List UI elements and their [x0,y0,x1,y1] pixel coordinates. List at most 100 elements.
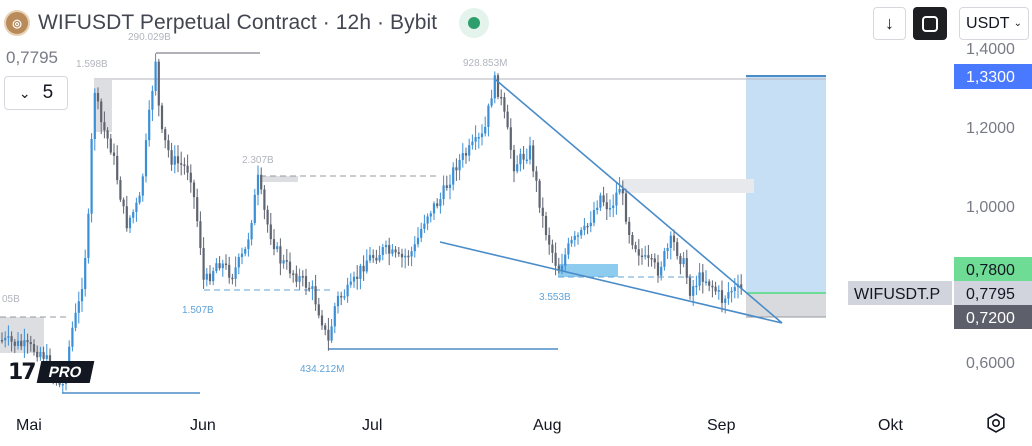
candle-body [618,188,621,193]
candle-body [573,235,576,240]
candle-body [157,61,160,106]
candle-body [720,290,724,303]
candle-body [461,153,464,160]
candle-body [247,239,250,250]
candle-body [141,176,144,196]
download-button[interactable]: ↓ [873,7,906,40]
candle-body [132,211,135,218]
stop-zone [746,293,826,317]
candle-body [455,167,458,171]
candle-body [468,145,471,156]
volume-label: 434.212M [300,364,344,375]
candle-body [74,312,77,328]
candle-body [224,263,228,266]
candle-body [679,256,682,265]
candle-body [122,199,125,207]
candle-body [695,285,698,288]
candle-body [231,277,234,280]
candle-body [96,92,100,102]
candle-body [663,251,666,267]
price-tag-entry [954,257,1032,281]
candle-body [407,255,410,258]
candle-body [29,342,32,345]
candle-body [336,295,340,307]
candle-body [176,156,180,164]
candle-body [77,301,80,313]
candle-body [564,254,567,266]
candle-body [288,261,292,274]
candle-body [666,248,669,252]
candle-body [596,207,599,211]
volume-label: 928.853M [463,58,507,69]
candle-body [32,344,36,352]
chart-title: WIFUSDT Perpetual Contract · 12h · Bybit [38,11,438,34]
settings-button[interactable] [983,410,1009,436]
candle-body [36,351,39,358]
wif-coin-icon: ◎ [4,10,30,36]
candle-body [576,235,580,237]
candle-body [16,340,20,346]
candle-body [445,185,448,188]
candle-body [624,193,628,222]
price-tag-stop [954,305,1032,329]
candle-body [112,152,116,156]
candle-body [90,139,93,214]
candle-body [61,383,64,386]
x-tick-label: Mai [16,417,42,434]
candle-body [730,290,733,293]
candle-body [544,215,548,236]
candle-body [128,217,132,229]
candle-body [340,295,343,298]
candle-body [151,90,154,110]
volume-label: 290.029B [128,32,171,43]
candle-body [532,145,535,172]
x-tick-label: Aug [533,417,561,434]
candle-body [493,75,496,99]
candle-body [292,273,295,275]
candle-body [279,246,282,264]
candle-body [708,281,711,286]
candle-body [426,216,429,224]
candle-body [208,273,212,282]
candle-body [714,286,717,292]
candle-body [416,237,420,245]
candle-body [314,286,317,305]
candle-body [522,153,525,160]
candle-body [429,213,432,217]
candle-body [343,296,346,298]
candle-body [103,122,106,131]
price-tag-target [954,64,1032,89]
candle-body [436,203,439,207]
candle-body [500,96,503,99]
candle-body [39,352,42,358]
candle-body [234,267,237,279]
candle-body [503,97,506,112]
volume-label: 2.307B [242,155,274,166]
candle-body [359,265,362,279]
candle-body [93,92,96,140]
fullscreen-button[interactable] [913,7,947,40]
x-tick-label: Okt [878,417,903,434]
price-tag-last [954,281,1032,305]
interval-selector[interactable]: ⌄ 5 [4,76,68,110]
volume-zone [260,176,298,182]
candle-body [135,202,138,212]
currency-selector[interactable]: USDT ⌄ [959,7,1029,40]
candle-body [330,326,333,341]
candle-body [727,292,730,299]
candle-body [605,202,608,210]
x-tick-label: Sep [707,417,736,434]
candle-body [378,254,381,261]
candle-body [205,273,208,280]
price-tag-entry-text: 0,7800 [966,262,1015,279]
wedge-lower-line [439,241,783,324]
candle-body [560,265,564,271]
volume-zone [622,179,754,193]
market-status-indicator[interactable] [459,8,490,38]
candle-body [138,195,141,203]
price-tag-stop-text: 0,7200 [966,310,1015,327]
volume-label: 05B [2,294,20,305]
candle-body [317,304,320,316]
candle-body [260,174,263,190]
